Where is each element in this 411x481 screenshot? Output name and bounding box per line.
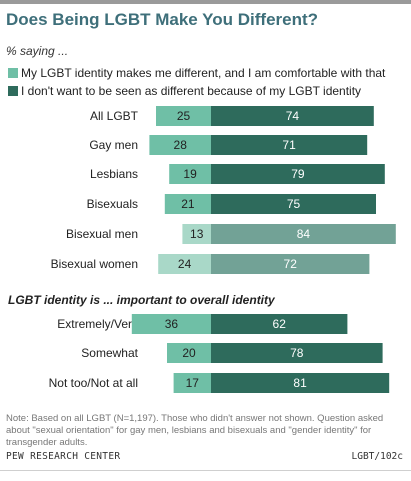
bar-not-different-lesbians <box>211 164 385 184</box>
bar-different-bisexual-men <box>182 224 211 244</box>
bar-not-different-somewhat <box>211 343 383 363</box>
value-label-not-different-extremely-very: 62 <box>273 317 287 331</box>
bar-not-different-bisexuals <box>211 194 376 214</box>
value-label-different-bisexuals: 21 <box>181 197 195 211</box>
value-label-different-somewhat: 20 <box>182 346 196 360</box>
bar-not-different-not-too-not-at-all <box>211 373 390 393</box>
category-label-bisexuals: Bisexuals <box>87 197 138 211</box>
value-label-not-different-gay-men: 71 <box>282 138 296 152</box>
value-label-not-different-lesbians: 79 <box>291 167 305 181</box>
value-label-different-bisexual-men: 13 <box>190 227 204 241</box>
value-label-not-different-bisexual-women: 72 <box>284 257 298 271</box>
value-label-not-different-all-lgbt: 74 <box>286 109 300 123</box>
legend-swatch-different <box>8 68 18 78</box>
bar-not-different-all-lgbt <box>211 106 374 126</box>
category-label-extremely-very: Extremely/Very <box>57 317 138 331</box>
value-label-different-lesbians: 19 <box>183 167 197 181</box>
category-label-gay-men: Gay men <box>89 138 138 152</box>
category-label-somewhat: Somewhat <box>81 346 138 360</box>
legend-label-different: My LGBT identity makes me different, and… <box>21 66 386 80</box>
value-label-different-gay-men: 28 <box>174 138 188 152</box>
bar-different-bisexuals <box>164 194 211 214</box>
section-heading-importance: LGBT identity is ... important to overal… <box>8 293 275 307</box>
value-label-not-different-not-too-not-at-all: 81 <box>293 376 307 390</box>
bar-different-bisexual-women <box>158 254 211 274</box>
value-label-not-different-bisexuals: 75 <box>287 197 301 211</box>
category-label-bisexual-women: Bisexual women <box>51 257 138 271</box>
value-label-not-different-somewhat: 78 <box>290 346 304 360</box>
legend-label-not-different: I don't want to be seen as different bec… <box>21 84 362 98</box>
category-label-all-lgbt: All LGBT <box>90 109 139 123</box>
top-rule <box>0 0 411 4</box>
value-label-different-extremely-very: 36 <box>165 317 179 331</box>
value-label-different-bisexual-women: 24 <box>178 257 192 271</box>
chart-code: LGBT/102c <box>351 451 403 462</box>
bar-not-different-gay-men <box>211 135 368 155</box>
value-label-different-not-too-not-at-all: 17 <box>186 376 200 390</box>
value-label-different-all-lgbt: 25 <box>177 109 191 123</box>
source-credit: PEW RESEARCH CENTER <box>6 451 121 462</box>
legend-swatch-not-different <box>8 86 18 96</box>
chart-title: Does Being LGBT Make You Different? <box>6 10 319 29</box>
value-label-not-different-bisexual-men: 84 <box>297 227 311 241</box>
chart-subtitle: % saying ... <box>6 44 69 58</box>
legend-item-different: My LGBT identity makes me different, and… <box>8 66 408 80</box>
bar-different-all-lgbt <box>156 106 211 126</box>
bar-different-lesbians <box>169 164 211 184</box>
bar-not-different-extremely-very <box>211 314 348 334</box>
bar-not-different-bisexual-men <box>211 224 396 244</box>
bottom-rule <box>0 470 411 471</box>
bar-different-gay-men <box>149 135 211 155</box>
category-label-not-too-not-at-all: Not too/Not at all <box>49 376 138 390</box>
chart-note: Note: Based on all LGBT (N=1,197). Those… <box>6 413 384 448</box>
bar-different-not-too-not-at-all <box>173 373 211 393</box>
category-label-lesbians: Lesbians <box>90 167 138 181</box>
legend-item-not-different: I don't want to be seen as different bec… <box>8 84 408 98</box>
bar-different-extremely-very <box>131 314 211 334</box>
bar-chart: All LGBT 25 74 Gay men 28 71 Lesbians 19 79 Bisex… <box>49 106 396 393</box>
bar-different-somewhat <box>167 343 211 363</box>
bar-not-different-bisexual-women <box>211 254 370 274</box>
category-label-bisexual-men: Bisexual men <box>66 227 138 241</box>
